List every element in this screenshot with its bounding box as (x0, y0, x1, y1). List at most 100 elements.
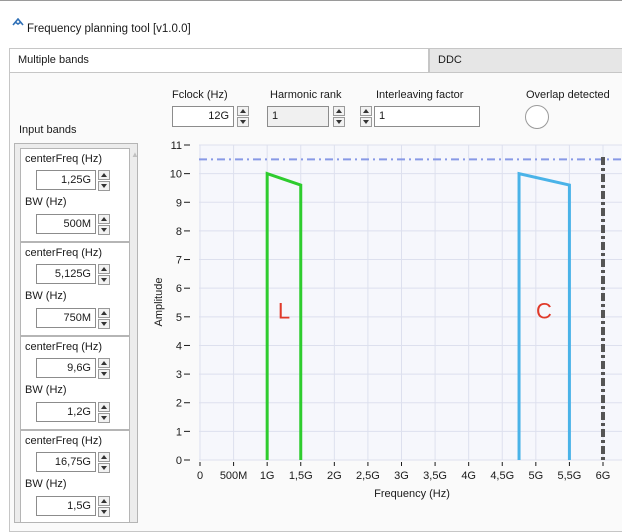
center-freq-stepper[interactable] (98, 452, 110, 473)
band-entry: centerFreq (Hz) 16,75G BW (Hz) 1,5G (20, 430, 130, 522)
decrement-icon[interactable] (98, 463, 110, 473)
y-tick-label: 1 (176, 426, 182, 438)
increment-icon[interactable] (98, 264, 110, 274)
increment-icon[interactable] (360, 106, 372, 116)
center-freq-stepper[interactable] (98, 170, 110, 191)
x-tick-label: 1,5G (289, 470, 313, 482)
band-entry: centerFreq (Hz) 5,125G BW (Hz) 750M (20, 242, 130, 336)
y-tick-label: 4 (176, 340, 182, 352)
decrement-icon[interactable] (98, 413, 110, 423)
x-tick-label: 3,5G (423, 470, 447, 482)
decrement-icon[interactable] (98, 507, 110, 517)
bw-stepper[interactable] (98, 496, 110, 517)
bw-input[interactable]: 500M (36, 214, 96, 234)
decrement-icon[interactable] (98, 225, 110, 235)
decrement-icon[interactable] (333, 117, 345, 127)
center-freq-label: centerFreq (Hz) (25, 153, 103, 165)
increment-icon[interactable] (98, 358, 110, 368)
series-label: L (278, 299, 290, 324)
bw-label: BW (Hz) (25, 196, 67, 208)
bw-label: BW (Hz) (25, 290, 67, 302)
tab-ddc[interactable]: DDC (429, 48, 622, 72)
x-tick-label: 0 (197, 470, 203, 482)
input-bands-label: Input bands (19, 124, 77, 136)
x-tick-label: 500M (220, 470, 248, 482)
interleaving-input[interactable]: 1 (374, 106, 480, 127)
fclock-stepper[interactable] (237, 106, 249, 127)
y-tick-label: 0 (176, 455, 182, 467)
app-icon (12, 18, 24, 26)
tab-bar: Multiple bands DDC (0, 48, 622, 72)
center-freq-label: centerFreq (Hz) (25, 341, 103, 353)
fclock-label: Fclock (Hz) (172, 89, 228, 101)
decrement-icon[interactable] (360, 117, 372, 127)
x-axis-title: Frequency (Hz) (374, 488, 450, 500)
center-freq-label: centerFreq (Hz) (25, 435, 103, 447)
x-tick-label: 3G (394, 470, 409, 482)
overlap-indicator (525, 105, 549, 129)
input-bands-list[interactable]: centerFreq (Hz) 1,25G BW (Hz) 500M cente… (14, 143, 138, 523)
x-tick-label: 5G (528, 470, 543, 482)
y-tick-label: 8 (176, 226, 182, 238)
bw-stepper[interactable] (98, 308, 110, 329)
x-tick-label: 5,5G (557, 470, 581, 482)
bw-label: BW (Hz) (25, 478, 67, 490)
bw-stepper[interactable] (98, 402, 110, 423)
bw-stepper[interactable] (98, 214, 110, 235)
x-tick-label: 2,5G (356, 470, 380, 482)
y-tick-label: 3 (176, 369, 182, 381)
decrement-icon[interactable] (98, 275, 110, 285)
chart-grid (199, 144, 622, 461)
decrement-icon[interactable] (98, 369, 110, 379)
fclock-input[interactable]: 12G (172, 106, 234, 127)
interleaving-stepper[interactable] (360, 106, 372, 127)
y-tick-label: 7 (176, 255, 182, 267)
x-tick-label: 2G (327, 470, 342, 482)
x-tick-label: 4G (461, 470, 476, 482)
x-tick-label: 6G (596, 470, 611, 482)
bands-scrollbar[interactable]: ▲ (131, 146, 137, 522)
increment-icon[interactable] (98, 214, 110, 224)
increment-icon[interactable] (98, 402, 110, 412)
y-tick-label: 10 (170, 169, 182, 181)
y-axis: 0 1 2 3 4 5 6 7 8 9 10 11 (170, 140, 190, 467)
decrement-icon[interactable] (98, 319, 110, 329)
center-freq-stepper[interactable] (98, 264, 110, 285)
bw-input[interactable]: 1,2G (36, 402, 96, 422)
y-tick-label: 9 (176, 197, 182, 209)
y-tick-label: 5 (176, 312, 182, 324)
bw-input[interactable]: 750M (36, 308, 96, 328)
increment-icon[interactable] (98, 496, 110, 506)
series-line (265, 171, 303, 460)
center-freq-input[interactable]: 16,75G (36, 452, 96, 472)
decrement-icon[interactable] (98, 181, 110, 191)
center-freq-stepper[interactable] (98, 358, 110, 379)
scroll-up-icon[interactable]: ▲ (131, 150, 137, 159)
harmonic-rank-stepper[interactable] (333, 106, 345, 127)
increment-icon[interactable] (98, 308, 110, 318)
decrement-icon[interactable] (237, 117, 249, 127)
title-bar: Frequency planning tool [v1.0.0] (0, 0, 622, 40)
series-label: C (536, 299, 552, 324)
center-freq-input[interactable]: 1,25G (36, 170, 96, 190)
center-freq-input[interactable]: 9,6G (36, 358, 96, 378)
center-freq-input[interactable]: 5,125G (36, 264, 96, 284)
bw-input[interactable]: 1,5G (36, 496, 96, 516)
x-tick-label: 1G (260, 470, 275, 482)
increment-icon[interactable] (98, 452, 110, 462)
tab-multiple-bands[interactable]: Multiple bands (9, 48, 429, 72)
increment-icon[interactable] (237, 106, 249, 116)
band-entry: centerFreq (Hz) 1,25G BW (Hz) 500M (20, 148, 130, 242)
increment-icon[interactable] (98, 170, 110, 180)
harmonic-rank-label: Harmonic rank (270, 89, 342, 101)
y-tick-label: 6 (176, 283, 182, 295)
harmonic-rank-input[interactable]: 1 (267, 106, 329, 127)
increment-icon[interactable] (333, 106, 345, 116)
band-entry: centerFreq (Hz) 9,6G BW (Hz) 1,2G (20, 336, 130, 430)
window-title: Frequency planning tool [v1.0.0] (27, 23, 191, 35)
x-tick-label: 4,5G (490, 470, 514, 482)
overlap-label: Overlap detected (526, 89, 610, 101)
